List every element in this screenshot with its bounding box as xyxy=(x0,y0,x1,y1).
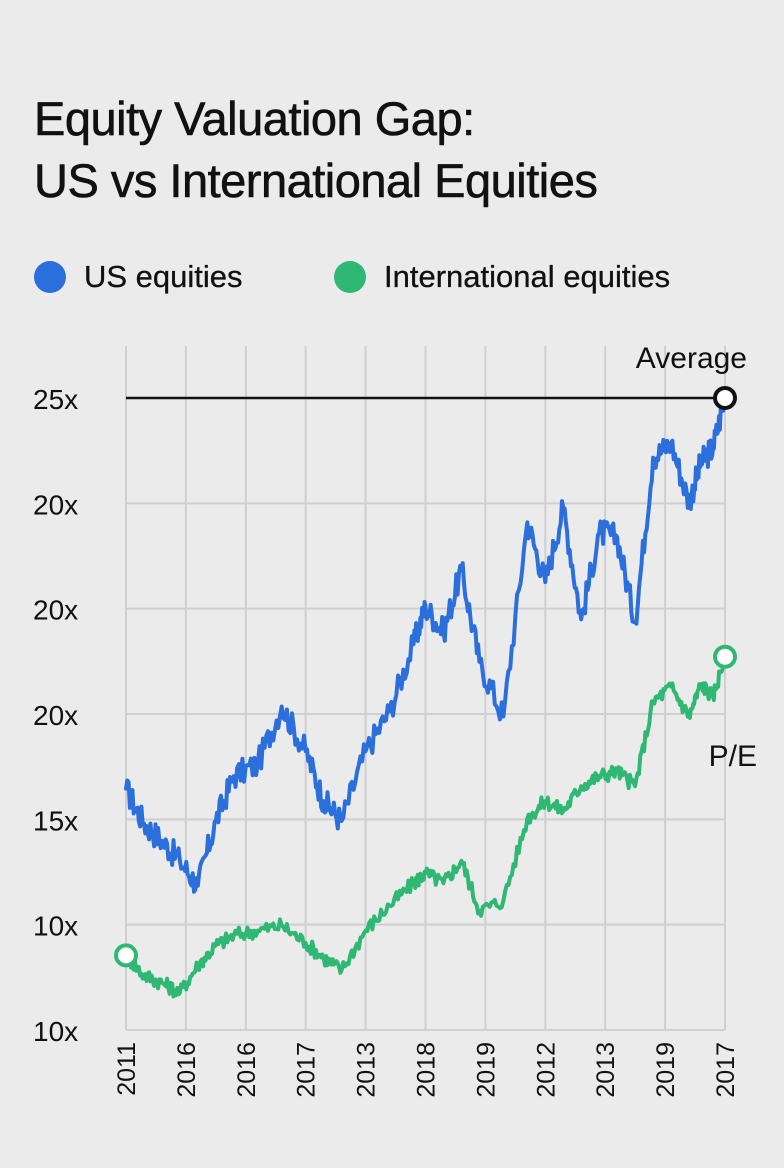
international-end-marker xyxy=(713,644,737,669)
y-tick-label: 15x xyxy=(33,805,78,836)
grid xyxy=(125,346,726,1031)
chart-legend: US equities International equities xyxy=(34,254,774,302)
y-tick-label: 20x xyxy=(33,489,78,520)
x-tick-label: 2019 xyxy=(472,1042,500,1098)
x-tick-label: 2013 xyxy=(353,1042,381,1098)
y-tick-label: 20x xyxy=(33,595,78,626)
series-layer xyxy=(124,396,727,999)
legend-item-us[interactable]: US equities xyxy=(34,254,243,300)
marker-layer xyxy=(114,386,737,968)
y-tick-label: 10x xyxy=(33,911,78,942)
legend-item-international[interactable]: International equities xyxy=(334,254,670,300)
chart-title-line-1: Equity Valuation Gap: xyxy=(34,92,476,146)
y-axis: 25x 20x 20x 20x 15x 10x 10x xyxy=(33,384,78,1047)
legend-swatch-international xyxy=(334,261,366,293)
x-tick-label: 2017 xyxy=(712,1042,740,1098)
chart-title-line-2: US vs International Equities xyxy=(34,154,598,208)
x-tick-label: 2018 xyxy=(413,1042,441,1098)
average-end-marker xyxy=(713,386,737,410)
x-tick-label: 2019 xyxy=(652,1042,680,1098)
series-line-us xyxy=(124,396,727,894)
chart-title: Equity Valuation Gap: US vs Internationa… xyxy=(34,88,774,212)
y-tick-label: 25x xyxy=(33,384,78,415)
average-annotation: Average xyxy=(636,342,747,375)
international-start-marker xyxy=(114,943,138,968)
x-tick-label: 2016 xyxy=(233,1042,261,1098)
pe-annotation: P/E xyxy=(709,740,757,773)
x-tick-label: 2013 xyxy=(592,1042,620,1098)
x-tick-label: 2011 xyxy=(113,1042,141,1096)
annotation-layer: Average P/E xyxy=(636,342,757,773)
x-tick-label: 2012 xyxy=(532,1042,560,1098)
series-line-international xyxy=(124,651,727,999)
legend-swatch-us xyxy=(34,261,66,293)
legend-label-international: International equities xyxy=(384,259,671,294)
x-tick-label: 2016 xyxy=(173,1042,201,1098)
x-axis: 2011 2016 2016 2017 2013 2018 2019 2012 2013 2019… xyxy=(113,1042,740,1098)
x-tick-label: 2017 xyxy=(293,1042,321,1098)
legend-label-us: US equities xyxy=(84,259,243,294)
y-tick-label: 10x xyxy=(33,1016,78,1047)
y-tick-label: 20x xyxy=(33,700,78,731)
